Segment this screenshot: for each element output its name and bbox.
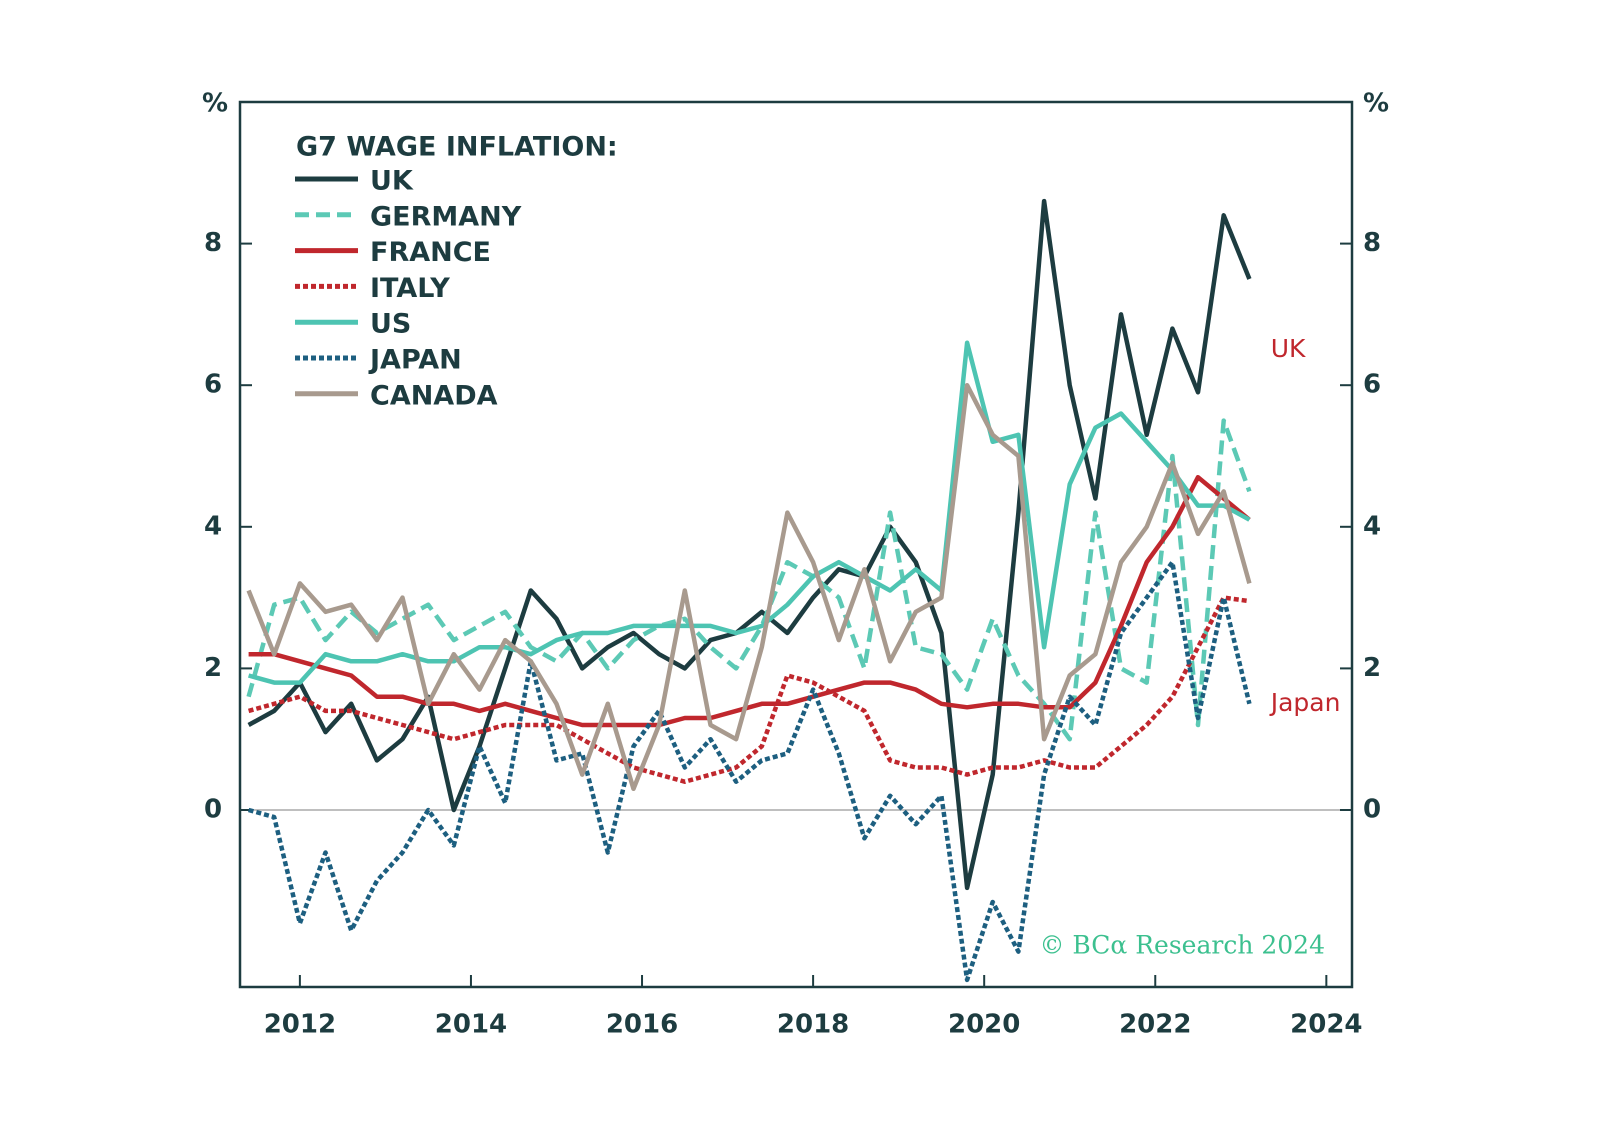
y2-tick-label: 8 [1363,228,1381,258]
series-line [247,198,1252,891]
x-tick-label: 2022 [1119,1010,1191,1040]
y-tick-label: 4 [204,511,222,541]
legend-label: CANADA [370,380,498,411]
series-line [247,559,1252,983]
y-tick-label: 2 [204,653,222,683]
y-tick-label: 0 [204,795,222,825]
y2-tick-label: 6 [1363,370,1381,400]
annotation: Japan [1269,688,1341,717]
y2-tick-label: 0 [1363,795,1381,825]
x-tick-label: 2018 [777,1010,849,1040]
legend-label: ITALY [370,273,450,304]
chart-title: G7 WAGE INFLATION: [296,132,618,163]
legend-label: JAPAN [368,345,462,376]
x-tick-label: 2014 [435,1010,507,1040]
series-line [247,595,1250,784]
x-tick-label: 2012 [264,1010,336,1040]
y-unit: % [202,89,228,119]
y2-tick-label: 4 [1363,511,1381,541]
plot-frame [238,100,1354,989]
y-tick-label: 6 [204,370,222,400]
legend-label: UK [370,166,414,197]
series-line [246,382,1252,792]
x-tick-label: 2020 [948,1010,1020,1040]
source: © BCα Research 2024 [1039,931,1325,960]
y-tick-label: 8 [204,228,222,258]
y2-unit: % [1363,89,1389,119]
legend-label: US [370,309,411,340]
annotation: UK [1271,334,1306,363]
x-tick-label: 2024 [1290,1010,1362,1040]
legend-label: GERMANY [370,201,522,232]
x-tick-label: 2016 [606,1010,678,1040]
y2-tick-label: 2 [1363,653,1381,683]
series-line [248,474,1251,728]
legend-label: FRANCE [370,237,491,268]
